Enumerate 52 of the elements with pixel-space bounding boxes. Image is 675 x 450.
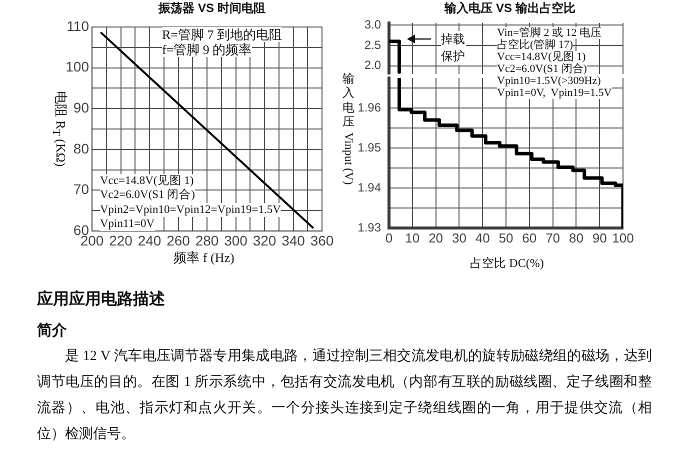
annotation: Vpin1=0V, Vpin19=1.5V: [497, 87, 612, 99]
x-tick-label: 60: [522, 230, 537, 246]
x-tick-label: 220: [109, 232, 133, 248]
y-tick-label: 70: [73, 181, 90, 198]
y-tick-label: 1.93: [358, 220, 382, 234]
text: 简介: [37, 321, 67, 341]
x-tick-label: 340: [282, 232, 306, 248]
y-tick-label: 100: [66, 58, 90, 75]
annotation: R=管脚 7 到地的电阻: [162, 27, 282, 42]
y-tick-label: 2.5: [364, 38, 382, 52]
y-tick-label: 80: [73, 140, 90, 156]
x-tick-label: 360: [310, 232, 334, 248]
annotation: Vin=管脚 2 或 12 电压: [497, 27, 602, 39]
x-tick-label: 40: [475, 230, 490, 246]
x-tick-label: 260: [166, 232, 190, 248]
x-tick-label: 50: [498, 230, 514, 246]
y-axis-title: 输入电压 Vinput (V): [341, 72, 356, 184]
annotation: f=管脚 9 的频率: [162, 42, 252, 57]
annotation: 掉载保护: [441, 31, 466, 65]
y-tick-label: 110: [66, 18, 90, 34]
x-tick-label: 300: [224, 232, 248, 248]
x-axis-title: 频率 f (Hz): [174, 250, 234, 266]
annotation: Vcc=14.8V(见图 1): [497, 51, 586, 63]
y-tick-label: 1.95: [358, 140, 382, 154]
x-tick-label: 240: [138, 232, 162, 248]
x-axis-title: 占空比 DC(%): [470, 255, 544, 271]
x-tick-label: 100: [612, 230, 634, 246]
x-tick-label: 80: [568, 230, 584, 246]
y-tick-label: 1.94: [358, 180, 382, 194]
y-tick-label: 2.0: [364, 58, 382, 72]
chart-title: 振荡器 VS 时间电阻: [158, 1, 266, 15]
x-tick-label: 0: [385, 230, 393, 246]
y-tick-label: 1.96: [358, 100, 382, 114]
x-tick-label: 320: [252, 232, 276, 248]
x-tick-label: 90: [592, 230, 607, 246]
x-tick-label: 70: [546, 230, 560, 246]
annotation: Vcc=14.8V(见图 1): [100, 174, 194, 188]
y-tick-label: 3.0: [364, 17, 382, 32]
y-tick-label: 90: [73, 99, 90, 116]
annotation: Vc2=6.0V(S1 闭合): [100, 188, 196, 203]
annotation: Vpin11=0V: [100, 216, 155, 232]
annotation: Vc2=6.0V(S1 闭合): [497, 63, 587, 75]
x-tick-label: 20: [428, 230, 444, 246]
x-tick-label: 280: [195, 232, 219, 248]
text: 应用应用电路描述: [37, 290, 165, 310]
annotation: Vpin2=Vpin10=Vpin12=Vpin19=1.5V: [100, 202, 281, 217]
text: 是 12 V 汽车电压调节器专用集成电路，通过控制三相交流发电机的旋转励磁绕组的磁场，达到调节电压的目的。在图 1 所示系统中，包括有交流发电机（内部有互联的励磁线圈、定子线圈和整流器）、电池、指示灯和点火开关。一个分接头连接到定子绕组线圈的一角，用于提供交流（相位）检测信号。: [37, 347, 652, 444]
chart-title: 输入电压 VS 输出占空比: [444, 1, 576, 15]
x-tick-label: 30: [452, 230, 466, 246]
x-tick-label: 10: [405, 230, 420, 246]
annotation: 占空比(管脚 17): [497, 39, 574, 51]
annotation: Vpin10=1.5V(>309Hz): [497, 75, 601, 87]
